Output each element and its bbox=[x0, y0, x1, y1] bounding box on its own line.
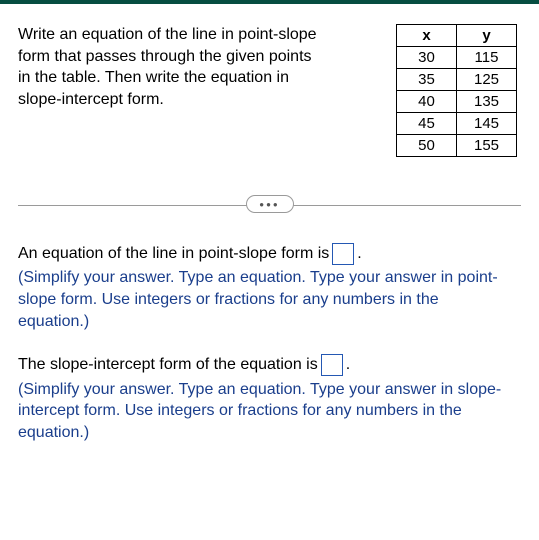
cell-x: 45 bbox=[397, 113, 457, 135]
table-row: 45 145 bbox=[397, 113, 517, 135]
question-prompt: Write an equation of the line in point-s… bbox=[18, 24, 328, 110]
cell-y: 125 bbox=[457, 69, 517, 91]
table-row: 30 115 bbox=[397, 47, 517, 69]
answer-section: An equation of the line in point-slope f… bbox=[18, 243, 521, 443]
ps-lead-text: An equation of the line in point-slope f… bbox=[18, 243, 329, 265]
point-slope-input[interactable] bbox=[332, 243, 354, 265]
slope-intercept-line: The slope-intercept form of the equation… bbox=[18, 354, 521, 376]
ps-hint: (Simplify your answer. Type an equation.… bbox=[18, 267, 508, 332]
si-tail-text: . bbox=[346, 354, 350, 376]
table-header-row: x y bbox=[397, 25, 517, 47]
data-table: x y 30 115 35 125 40 135 45 bbox=[396, 24, 517, 157]
si-lead-text: The slope-intercept form of the equation… bbox=[18, 354, 318, 376]
cell-x: 35 bbox=[397, 69, 457, 91]
point-slope-line: An equation of the line in point-slope f… bbox=[18, 243, 521, 265]
expand-button[interactable]: ●●● bbox=[246, 195, 294, 213]
cell-x: 50 bbox=[397, 135, 457, 157]
ps-tail-text: . bbox=[357, 243, 361, 265]
slope-intercept-input[interactable] bbox=[321, 354, 343, 376]
table-row: 40 135 bbox=[397, 91, 517, 113]
section-divider: ●●● bbox=[18, 195, 521, 215]
table-row: 50 155 bbox=[397, 135, 517, 157]
top-section: Write an equation of the line in point-s… bbox=[18, 24, 521, 157]
cell-y: 115 bbox=[457, 47, 517, 69]
cell-x: 30 bbox=[397, 47, 457, 69]
header-x: x bbox=[397, 25, 457, 47]
slope-intercept-block: The slope-intercept form of the equation… bbox=[18, 354, 521, 443]
cell-y: 135 bbox=[457, 91, 517, 113]
si-hint: (Simplify your answer. Type an equation.… bbox=[18, 379, 508, 444]
table-row: 35 125 bbox=[397, 69, 517, 91]
header-y: y bbox=[457, 25, 517, 47]
cell-y: 155 bbox=[457, 135, 517, 157]
point-slope-block: An equation of the line in point-slope f… bbox=[18, 243, 521, 332]
cell-y: 145 bbox=[457, 113, 517, 135]
content-area: Write an equation of the line in point-s… bbox=[0, 4, 539, 443]
cell-x: 40 bbox=[397, 91, 457, 113]
